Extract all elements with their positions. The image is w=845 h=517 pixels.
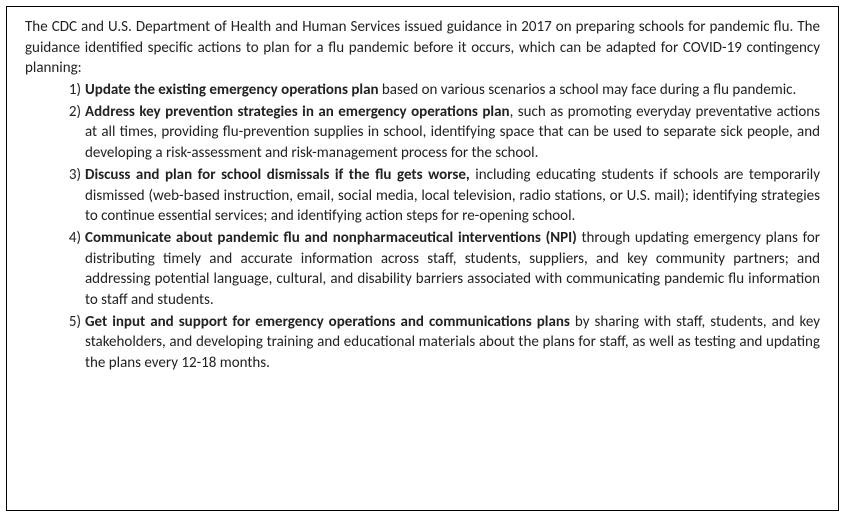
list-item: Get input and support for emergency oper…	[61, 312, 820, 374]
list-item: Communicate about pandemic flu and nonph…	[61, 228, 820, 311]
item-bold-lead: Discuss and plan for school dismissals i…	[85, 166, 470, 184]
intro-paragraph: The CDC and U.S. Department of Health an…	[25, 17, 820, 79]
item-bold-lead: Update the existing emergency operations…	[85, 81, 379, 99]
item-bold-lead: Address key prevention strategies in an …	[85, 103, 510, 121]
item-bold-lead: Get input and support for emergency oper…	[85, 313, 570, 331]
list-item: Address key prevention strategies in an …	[61, 102, 820, 164]
item-rest-text: based on various scenarios a school may …	[379, 81, 797, 99]
list-item: Discuss and plan for school dismissals i…	[61, 165, 820, 227]
document-container: The CDC and U.S. Department of Health an…	[6, 6, 839, 511]
list-item: Update the existing emergency operations…	[61, 80, 820, 101]
item-bold-lead: Communicate about pandemic flu and nonph…	[85, 229, 577, 247]
guidance-list: Update the existing emergency operations…	[25, 80, 820, 374]
